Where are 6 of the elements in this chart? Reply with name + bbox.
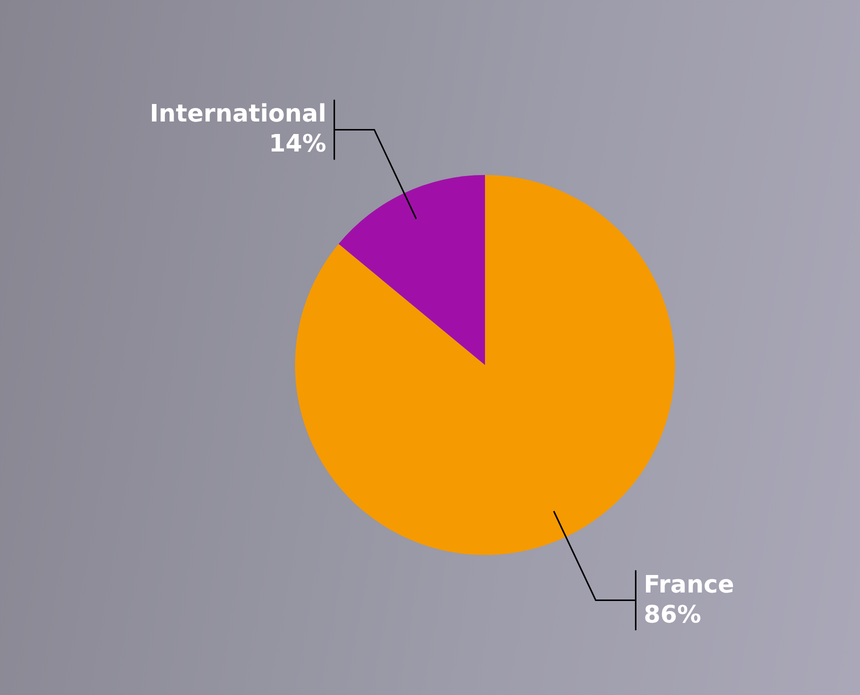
data-label: 86% xyxy=(644,600,702,628)
pie-slice xyxy=(338,175,485,365)
slice-label: International xyxy=(150,100,326,128)
slice-label: France xyxy=(644,570,734,598)
data-label: 14% xyxy=(268,130,326,158)
pie-slice xyxy=(295,175,675,555)
